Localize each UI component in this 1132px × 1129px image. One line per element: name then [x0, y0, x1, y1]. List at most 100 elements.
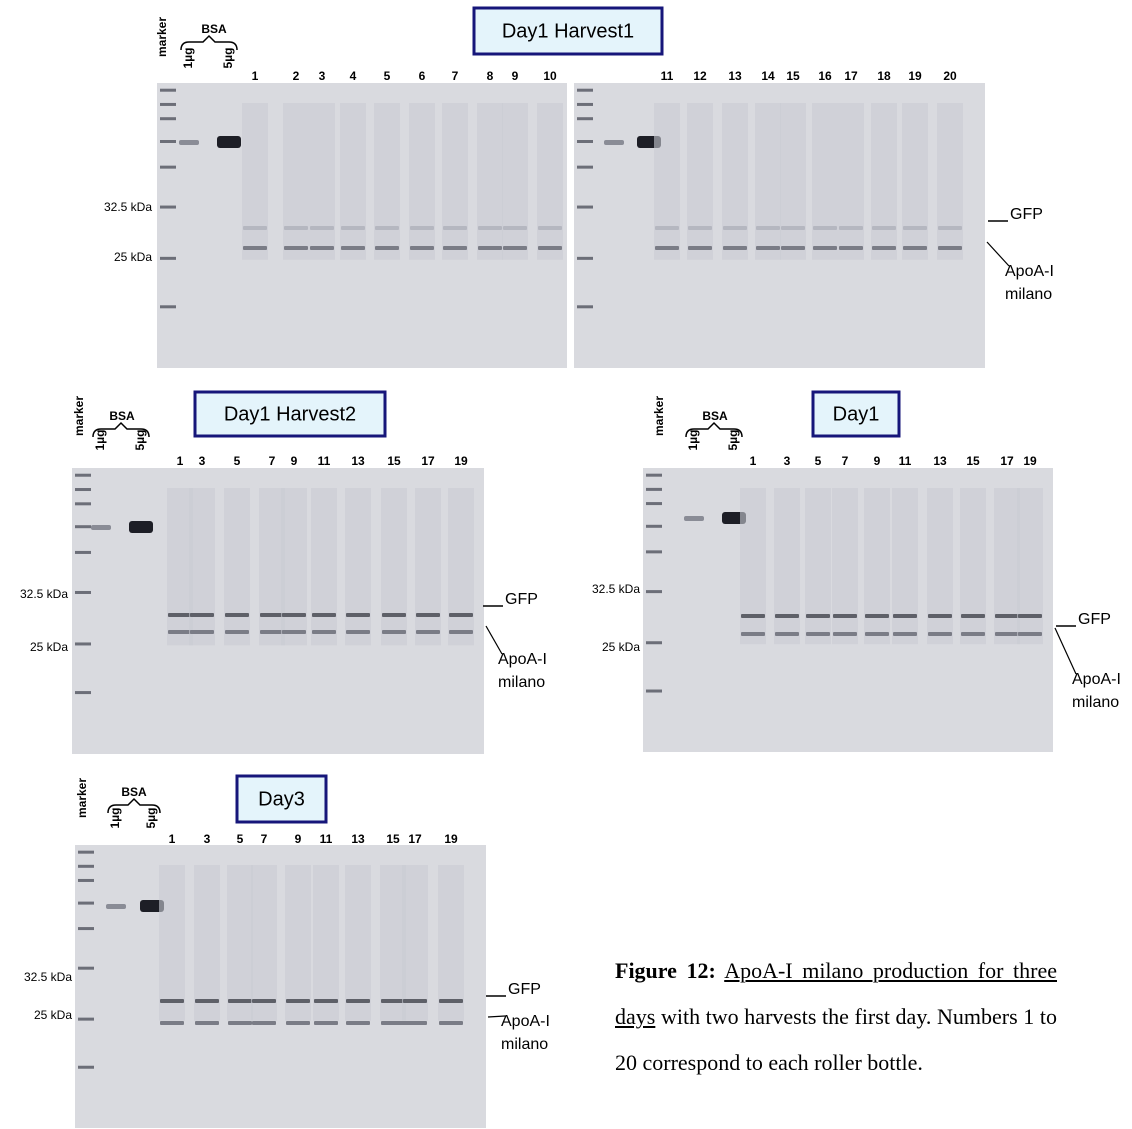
- apoa-band: [314, 1021, 338, 1025]
- lane-number: 19: [908, 69, 922, 83]
- marker-label: marker: [155, 17, 169, 57]
- lane-number: 13: [351, 454, 365, 468]
- apoa-label: milano: [1005, 286, 1052, 303]
- bsa-brace: [92, 421, 150, 438]
- lane-smear: [189, 488, 215, 646]
- caption: Figure 12: ApoA-I milano production for …: [615, 948, 1057, 1086]
- lane-smear: [892, 488, 918, 645]
- gfp-band: [806, 614, 830, 618]
- lane-number: 19: [454, 454, 468, 468]
- ladder-band: [75, 473, 91, 477]
- lane-smear: [167, 488, 193, 646]
- gfp-band: [655, 226, 679, 230]
- apoa-band: [282, 630, 306, 634]
- apoa-band: [443, 246, 467, 250]
- gfp-band: [314, 999, 338, 1003]
- gfp-band: [439, 999, 463, 1003]
- gfp-band: [893, 614, 917, 618]
- lane-number: 9: [295, 832, 302, 846]
- lane-smear: [345, 488, 371, 646]
- bsa-label: BSA: [109, 409, 135, 423]
- ladder-band: [78, 1065, 94, 1069]
- bsa-band: [91, 525, 111, 530]
- ladder-band: [160, 88, 176, 92]
- ladder-band: [577, 102, 593, 106]
- lane-smear: [805, 488, 831, 645]
- apoa-band: [225, 630, 249, 634]
- lane-number: 13: [351, 832, 365, 846]
- bsa-band: [179, 140, 199, 145]
- bsa-amount: 1µg: [181, 48, 195, 69]
- bsa-band: [604, 140, 624, 145]
- ladder-band: [75, 642, 91, 646]
- bsa-amount: 5µg: [221, 48, 235, 69]
- gfp-band: [282, 613, 306, 617]
- ladder-band: [75, 525, 91, 529]
- apoa-band: [228, 1021, 252, 1025]
- kda-label: 25 kDa: [114, 250, 152, 264]
- lane-smear: [227, 865, 253, 1021]
- apoa-pointer: [485, 625, 503, 655]
- lane-smear: [774, 488, 800, 645]
- lane-number: 1: [750, 454, 757, 468]
- lane-smear: [812, 103, 838, 260]
- lane-number: 3: [199, 454, 206, 468]
- lane-number: 17: [844, 69, 858, 83]
- lane-smear: [832, 488, 858, 645]
- ladder-band: [78, 850, 94, 854]
- lane-smear: [283, 103, 309, 260]
- gfp-band: [865, 614, 889, 618]
- lane-number: 1: [252, 69, 259, 83]
- lane-smear: [1017, 488, 1043, 645]
- bsa-band: [140, 900, 164, 912]
- gfp-band: [252, 999, 276, 1003]
- ladder-band: [646, 641, 662, 645]
- lane-smear: [224, 488, 250, 646]
- bsa-amount: 5µg: [726, 430, 740, 451]
- gfp-band: [260, 613, 284, 617]
- lane-smear: [448, 488, 474, 646]
- ladder-band: [160, 117, 176, 121]
- gfp-band: [195, 999, 219, 1003]
- lane-number: 16: [818, 69, 832, 83]
- apoa-band: [403, 1021, 427, 1025]
- lane-number: 14: [761, 69, 775, 83]
- bsa-band: [217, 136, 241, 148]
- lane-number: 7: [269, 454, 276, 468]
- lane-number: 7: [452, 69, 459, 83]
- gfp-band: [160, 999, 184, 1003]
- lane-number: 17: [421, 454, 435, 468]
- lane-number: 5: [815, 454, 822, 468]
- bsa-brace: [107, 797, 161, 814]
- lane-number: 15: [386, 832, 400, 846]
- lane-number: 13: [933, 454, 947, 468]
- lane-smear: [340, 103, 366, 260]
- lane-number: 4: [350, 69, 357, 83]
- panel-title: Day1: [833, 403, 880, 425]
- gfp-band: [312, 613, 336, 617]
- kda-label: 32.5 kDa: [20, 587, 68, 601]
- apoa-band: [806, 632, 830, 636]
- apoa-band: [655, 246, 679, 250]
- lane-number: 15: [387, 454, 401, 468]
- lane-smear: [838, 103, 864, 260]
- lane-number: 8: [487, 69, 494, 83]
- apoa-band: [168, 630, 192, 634]
- gfp-label: GFP: [505, 591, 538, 608]
- panel-title: Day3: [258, 788, 305, 810]
- lane-smear: [438, 865, 464, 1021]
- bsa-band: [106, 904, 126, 909]
- lane-number: 19: [444, 832, 458, 846]
- apoa-band: [252, 1021, 276, 1025]
- lane-number: 13: [728, 69, 742, 83]
- lane-number: 11: [318, 454, 331, 468]
- ladder-band: [160, 256, 176, 260]
- gfp-band: [449, 613, 473, 617]
- ladder-band: [577, 205, 593, 209]
- lane-smear: [309, 103, 335, 260]
- ladder-band: [160, 102, 176, 106]
- apoa-band: [1018, 632, 1042, 636]
- lane-number: 3: [319, 69, 326, 83]
